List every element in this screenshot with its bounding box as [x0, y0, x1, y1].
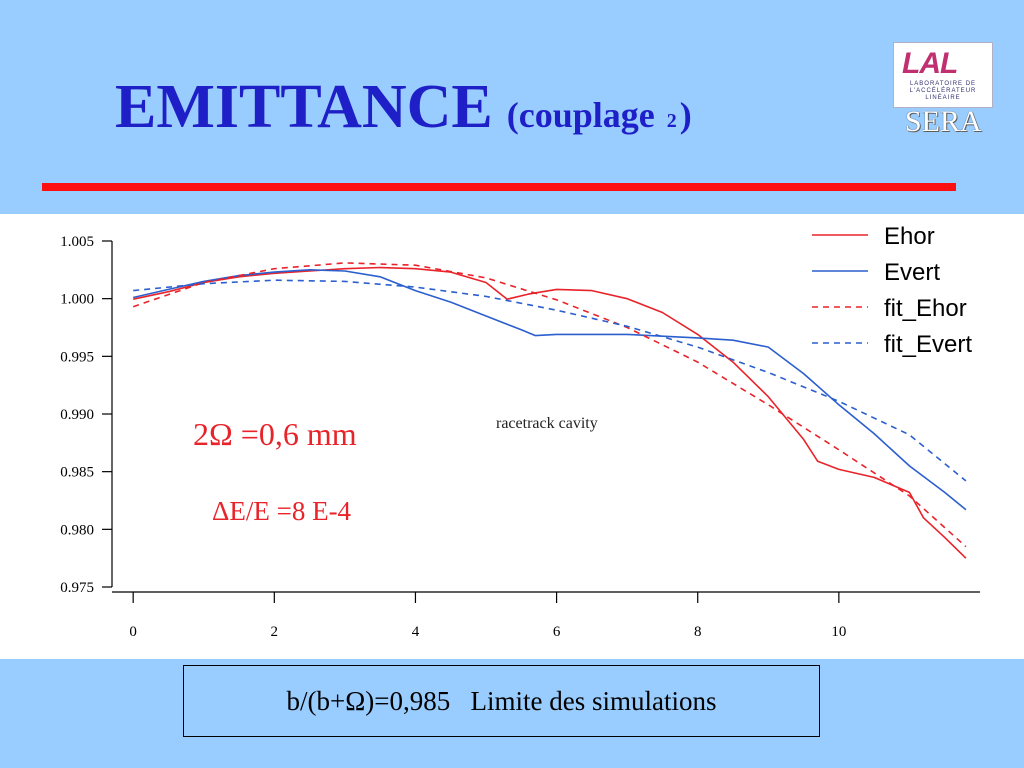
x-tick-label: 2	[271, 624, 279, 640]
legend-label: fit_Evert	[884, 331, 972, 358]
slide-title: EMITTANCE (couplage 2)	[115, 72, 692, 143]
y-tick-label: 1.000	[60, 292, 94, 308]
x-tick-label: 10	[831, 624, 846, 640]
x-tick-label: 6	[553, 624, 561, 640]
legend-label: Ehor	[884, 223, 935, 250]
title-subtitle: (couplage 2)	[507, 95, 692, 135]
x-tick-label: 8	[694, 624, 702, 640]
chart-series	[132, 262, 967, 559]
logo-text: LABORATOIRE DE L'ACCÉLÉRATEUR LINÉAIRE	[909, 81, 977, 101]
logo-mark: LAL	[902, 47, 958, 80]
legend-label: fit_Ehor	[884, 295, 967, 322]
chart-annotation: ΔE/E =8 E-4	[212, 496, 352, 526]
emittance-chart: 0.975 0.980 0.985 0.990 0.995 1.000 1.005 0 2 4 6 8…	[60, 223, 980, 640]
title-main: EMITTANCE	[115, 73, 493, 141]
simulation-limit-note: b/(b+Ω)=0,985 Limite des simulations	[183, 665, 820, 737]
chart-annotation: racetrack cavity	[496, 415, 598, 432]
y-tick-label: 1.005	[60, 234, 94, 250]
chart-legend: Ehor Evert fit_Ehor fit_Evert	[812, 223, 972, 358]
title-underline	[42, 183, 956, 191]
logo-sera-text: SERA	[905, 105, 982, 138]
series-line-ehor	[133, 266, 967, 559]
y-tick-label: 0.975	[60, 580, 94, 596]
chart-axes: 0.975 0.980 0.985 0.990 0.995 1.000 1.005 0 2 4 6 8…	[60, 234, 980, 640]
legend-label: Evert	[884, 259, 940, 286]
lal-logo: LAL LABORATOIRE DE L'ACCÉLÉRATEUR LINÉAI…	[893, 42, 993, 108]
series-line-fit-ehor	[132, 262, 967, 548]
title-sub-open: (couplage	[506, 95, 664, 135]
title-sub-close: )	[679, 95, 692, 135]
x-tick-label: 0	[129, 624, 137, 640]
y-tick-label: 0.990	[60, 407, 94, 423]
y-tick-label: 0.985	[60, 465, 94, 481]
chart-annotations: 2Ω =0,6 mm ΔE/E =8 E-4 racetrack cavity	[193, 415, 598, 526]
series-line-evert	[133, 268, 967, 511]
x-tick-label: 4	[412, 624, 420, 640]
chart-annotation: 2Ω =0,6 mm	[193, 416, 357, 452]
y-tick-label: 0.980	[60, 522, 94, 538]
chart-panel: 0.975 0.980 0.985 0.990 0.995 1.000 1.005 0 2 4 6 8…	[0, 214, 1024, 659]
y-tick-label: 0.995	[60, 349, 94, 365]
title-sub-index: 2	[666, 110, 677, 132]
